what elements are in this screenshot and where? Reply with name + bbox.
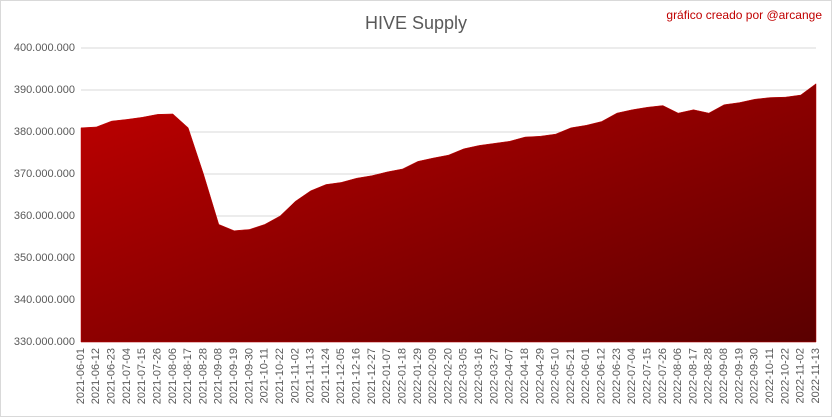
- x-tick-label: 2021-06-23: [106, 348, 118, 404]
- x-tick-label: 2022-09-19: [733, 348, 745, 404]
- x-tick-label: 2022-06-23: [611, 348, 623, 404]
- x-tick-label: 2022-06-12: [596, 348, 608, 404]
- x-tick-label: 2022-05-21: [565, 348, 577, 404]
- x-tick-label: 2022-04-07: [504, 348, 516, 404]
- x-tick-label: 2021-12-16: [351, 348, 363, 404]
- x-tick-label: 2021-09-08: [213, 348, 225, 404]
- y-tick-label: 390.000.000: [14, 84, 75, 96]
- x-tick-label: 2021-11-02: [289, 348, 301, 403]
- x-tick-label: 2021-11-24: [320, 348, 332, 403]
- annotation: gráfico creado por @arcange: [666, 8, 822, 22]
- x-tick-label: 2022-03-05: [458, 348, 470, 404]
- x-tick-label: 2022-02-20: [442, 348, 454, 404]
- area: [80, 83, 817, 343]
- x-tick-label: 2021-07-04: [121, 348, 133, 404]
- x-tick-label: 2022-07-04: [626, 348, 638, 404]
- x-tick-label: 2021-12-27: [366, 348, 378, 404]
- x-tick-label: 2021-07-26: [151, 348, 163, 404]
- x-tick-label: 2022-10-22: [779, 348, 791, 404]
- x-tick-label: 2022-02-09: [427, 348, 439, 404]
- x-tick-label: 2022-08-28: [703, 348, 715, 404]
- x-tick-label: 2021-06-12: [90, 348, 102, 404]
- x-tick-label: 2022-09-30: [749, 348, 761, 404]
- x-tick-label: 2021-09-30: [243, 348, 255, 404]
- x-tick-label: 2022-08-17: [687, 348, 699, 404]
- x-tick-label: 2021-10-11: [259, 348, 271, 403]
- x-tick-label: 2021-07-15: [136, 348, 148, 404]
- x-tick-label: 2022-11-13: [810, 348, 822, 403]
- x-tick-label: 2022-09-08: [718, 348, 730, 404]
- x-tick-label: 2022-04-29: [534, 348, 546, 404]
- x-tick-label: 2021-12-05: [335, 348, 347, 404]
- x-tick-label: 2022-08-06: [672, 348, 684, 404]
- x-tick-label: 2022-11-02: [795, 348, 807, 403]
- x-tick-label: 2022-03-27: [488, 348, 500, 404]
- x-tick-label: 2021-09-19: [228, 348, 240, 404]
- x-tick-label: 2022-01-18: [396, 348, 408, 404]
- x-tick-label: 2021-06-01: [75, 348, 87, 404]
- y-tick-label: 360.000.000: [14, 210, 75, 222]
- y-tick-label: 370.000.000: [14, 168, 75, 180]
- x-tick-label: 2022-03-16: [473, 348, 485, 404]
- x-tick-label: 2022-06-01: [580, 348, 592, 404]
- x-tick-label: 2021-10-22: [274, 348, 286, 404]
- y-tick-label: 380.000.000: [14, 126, 75, 138]
- x-tick-label: 2022-10-11: [764, 348, 776, 403]
- y-tick-label: 400.000.000: [14, 42, 75, 54]
- x-tick-label: 2022-07-15: [641, 348, 653, 404]
- x-tick-label: 2022-05-10: [550, 348, 562, 404]
- y-tick-label: 340.000.000: [14, 294, 75, 306]
- x-tick-label: 2022-01-07: [381, 348, 393, 404]
- y-tick-label: 330.000.000: [14, 336, 75, 348]
- x-tick-label: 2021-08-06: [167, 348, 179, 404]
- x-tick-label: 2021-11-13: [305, 348, 317, 403]
- x-tick-label: 2022-04-18: [519, 348, 531, 404]
- x-tick-label: 2021-08-17: [182, 348, 194, 404]
- x-tick-label: 2022-01-29: [412, 348, 424, 404]
- x-tick-label: 2021-08-28: [197, 348, 209, 404]
- x-tick-label: 2022-07-26: [657, 348, 669, 404]
- chart-title: HIVE Supply: [365, 13, 467, 33]
- y-tick-label: 350.000.000: [14, 252, 75, 264]
